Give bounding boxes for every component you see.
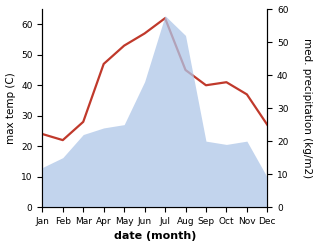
Y-axis label: max temp (C): max temp (C) bbox=[5, 72, 16, 144]
X-axis label: date (month): date (month) bbox=[114, 231, 196, 242]
Y-axis label: med. precipitation (kg/m2): med. precipitation (kg/m2) bbox=[302, 38, 313, 178]
